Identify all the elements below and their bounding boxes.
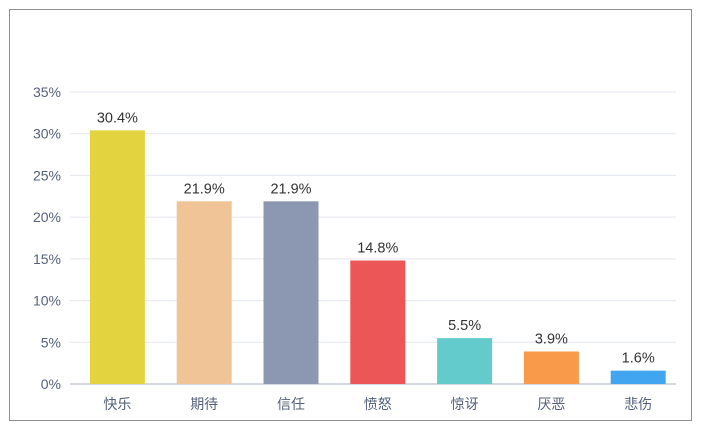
bar-value-label: 5.5%: [448, 318, 481, 334]
bar: [89, 130, 145, 384]
bar-value-label: 14.8%: [357, 241, 398, 257]
bar: [176, 201, 232, 384]
y-tick-label: 5%: [41, 334, 61, 350]
bar: [350, 260, 406, 384]
y-tick-label: 25%: [33, 167, 61, 183]
x-tick-label: 信任: [277, 397, 305, 413]
y-tick-label: 35%: [33, 84, 61, 100]
bar: [610, 370, 666, 384]
x-tick-label: 愤怒: [364, 397, 392, 413]
bar-value-label: 30.4%: [97, 110, 138, 126]
x-tick-label: 厌恶: [537, 397, 565, 413]
bar: [263, 201, 319, 384]
y-tick-label: 30%: [33, 126, 61, 142]
bar-value-label: 21.9%: [270, 181, 311, 197]
x-tick-label: 快乐: [103, 397, 131, 413]
x-tick-label: 惊讶: [451, 397, 479, 413]
x-tick-label: 期待: [190, 397, 218, 413]
bar-value-label: 1.6%: [622, 351, 655, 367]
y-tick-label: 0%: [41, 376, 61, 392]
bar: [523, 351, 579, 384]
y-tick-label: 10%: [33, 293, 61, 309]
y-tick-label: 15%: [33, 251, 61, 267]
y-tick-label: 20%: [33, 209, 61, 225]
bar-value-label: 21.9%: [184, 181, 225, 197]
x-tick-label: 悲伤: [624, 396, 652, 413]
bar-value-label: 3.9%: [535, 331, 568, 347]
bar: [437, 338, 493, 384]
